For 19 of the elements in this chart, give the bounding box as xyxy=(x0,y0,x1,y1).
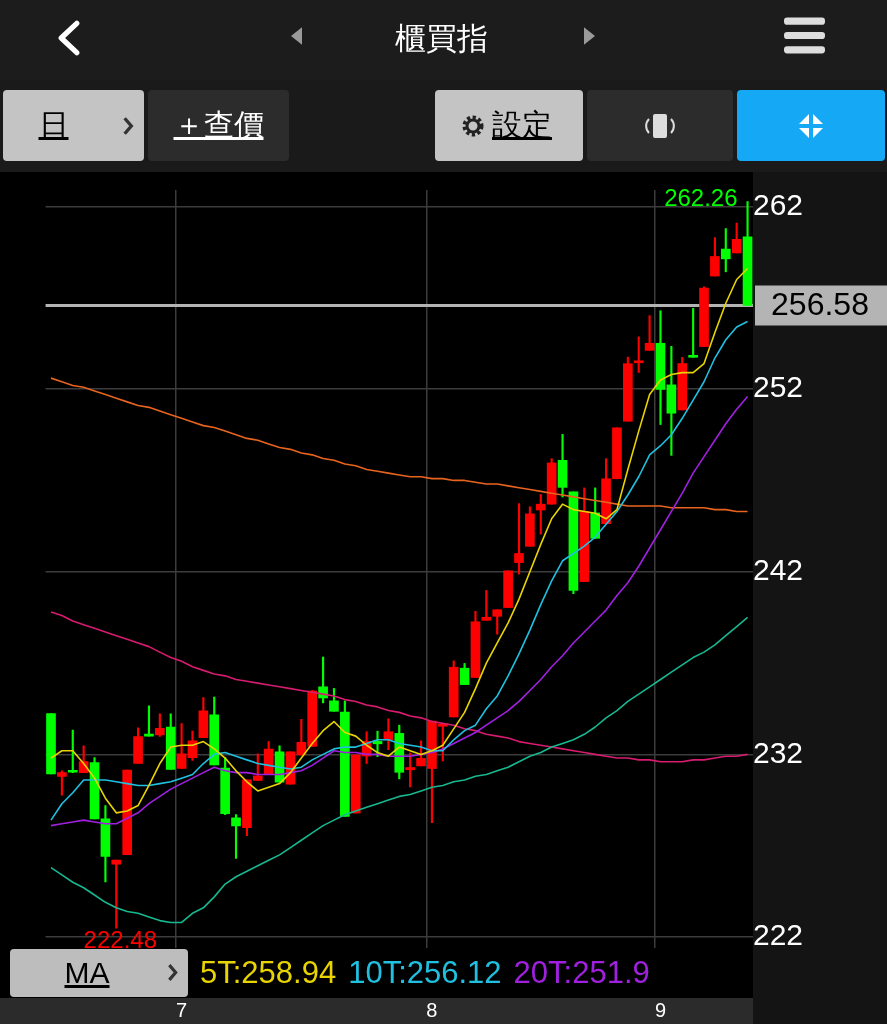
y-tick-label: 242 xyxy=(753,553,804,587)
y-tick-label: 252 xyxy=(753,370,804,404)
text: 10T:256.12 xyxy=(348,955,502,991)
x-tick-label: 7 xyxy=(176,998,188,1021)
text: ＋查價 xyxy=(173,107,264,143)
annotation: 262.26 xyxy=(664,184,738,212)
text: MA xyxy=(64,956,110,990)
annotation: 222.48 xyxy=(83,925,158,953)
y-tick-label: 232 xyxy=(753,735,804,769)
text: 5T:258.94 xyxy=(200,955,337,991)
text: 20T:251.9 xyxy=(513,955,650,991)
y-tick-label: 262 xyxy=(753,187,804,221)
x-tick-label: 9 xyxy=(654,998,667,1021)
chart-title: 櫃買指 xyxy=(393,20,489,58)
text: 日 xyxy=(38,107,69,143)
text: 設定 xyxy=(492,107,552,143)
y-tick-label: 222 xyxy=(753,918,804,952)
x-tick-label: 8 xyxy=(426,998,438,1021)
ref-line-label: 256.58 xyxy=(771,286,869,323)
